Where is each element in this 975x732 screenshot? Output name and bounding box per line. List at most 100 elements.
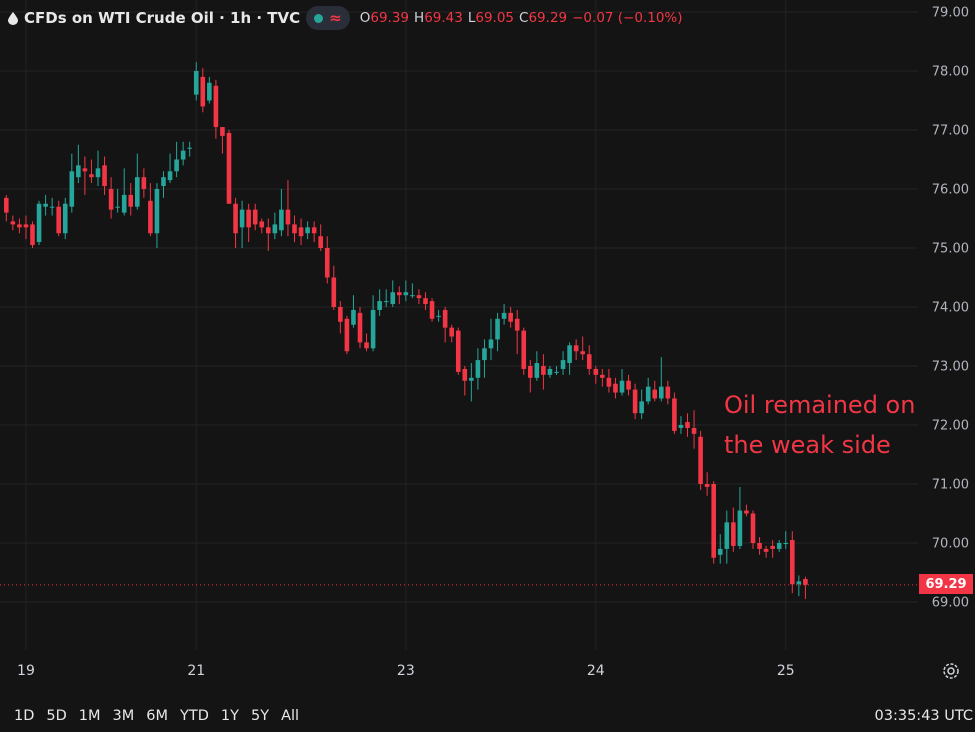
timeframe-1d[interactable]: 1D	[14, 708, 35, 724]
candle	[744, 504, 749, 517]
candle-body	[508, 312, 513, 322]
timeframe-5d[interactable]: 5D	[46, 708, 67, 724]
candle-body	[645, 386, 651, 402]
symbol-title[interactable]: CFDs on WTI Crude Oil · 1h · TVC	[24, 9, 301, 27]
timeframe-1y[interactable]: 1Y	[220, 708, 240, 724]
candle	[10, 215, 16, 231]
candle-body	[174, 159, 179, 172]
candle-body	[279, 209, 284, 231]
candle-body	[783, 543, 789, 544]
price-chart[interactable]: 79.00 78.00 77.00 76.00 75.00 74.00 73.00 72.00…	[0, 0, 975, 700]
candle	[167, 153, 173, 184]
candle-body	[49, 206, 55, 208]
candle-body	[89, 174, 94, 178]
candle	[62, 197, 68, 240]
candle-body	[521, 330, 527, 369]
candle	[619, 368, 625, 396]
candle	[30, 221, 35, 248]
candle-body	[659, 386, 664, 399]
candle-body	[252, 209, 258, 225]
clock[interactable]: 03:35:43 UTC	[874, 708, 973, 724]
candle	[455, 327, 461, 375]
candle-body	[338, 307, 343, 322]
candle-body	[180, 150, 186, 160]
candle	[351, 295, 356, 328]
candle-body	[213, 85, 219, 128]
candle	[731, 507, 736, 552]
candle	[187, 141, 192, 157]
timeframe-ytd[interactable]: YTD	[180, 708, 209, 724]
timeframe-1m[interactable]: 1M	[78, 708, 101, 724]
candle	[632, 383, 638, 420]
gear-icon[interactable]	[941, 661, 961, 681]
candle-body	[30, 224, 35, 246]
candle-body	[351, 309, 356, 325]
candle-body	[488, 339, 494, 349]
candle-body	[744, 510, 749, 514]
candle-body	[665, 386, 671, 399]
candle-body	[436, 315, 441, 317]
candle-body	[148, 200, 153, 234]
candle-body	[259, 221, 265, 228]
candle	[324, 236, 330, 284]
candle-body	[161, 177, 166, 187]
y-tick-label: 77.00	[932, 124, 969, 139]
timeframe-all[interactable]: All	[281, 708, 300, 724]
ohlc-values: O69.39 H69.43 L69.05 C69.29 −0.07 (−0.10…	[359, 10, 683, 26]
candle	[357, 307, 363, 349]
candle-body	[691, 427, 697, 434]
candle-body	[613, 383, 618, 393]
candle	[442, 307, 448, 343]
candle	[279, 189, 284, 237]
candle	[292, 215, 297, 243]
candle-body	[324, 248, 330, 278]
candle	[82, 156, 88, 195]
candle-body	[449, 327, 454, 337]
candle-body	[364, 342, 369, 349]
candle-body	[377, 301, 382, 310]
candle-body	[56, 206, 61, 234]
candle-body	[776, 543, 782, 549]
candle	[298, 218, 304, 246]
candle-body	[442, 309, 448, 328]
candle	[606, 368, 612, 393]
candle	[115, 189, 120, 213]
candle-body	[246, 209, 251, 228]
candle-body	[475, 360, 481, 378]
candle-body	[135, 177, 140, 207]
candle	[717, 534, 723, 564]
price-change: −0.07 (−0.10%)	[572, 10, 683, 26]
candle	[108, 177, 114, 219]
candle	[403, 280, 409, 302]
candle-body	[711, 484, 716, 558]
timeframe-5y[interactable]: 5Y	[251, 708, 270, 724]
candle	[246, 203, 251, 243]
candle-body	[724, 522, 730, 549]
candle	[469, 363, 474, 402]
candle-body	[357, 312, 363, 343]
candle-body	[567, 345, 572, 364]
candle	[305, 221, 310, 240]
status-pill[interactable]: ≈	[306, 6, 350, 30]
timeframe-3m[interactable]: 3M	[112, 708, 135, 724]
candle-body	[678, 425, 684, 428]
candle-body	[397, 292, 402, 296]
candle-body	[803, 578, 808, 585]
candle-body	[305, 227, 310, 234]
candle-body	[200, 76, 206, 107]
price-axis: 79.00 78.00 77.00 76.00 75.00 74.00 73.00 72.00…	[932, 6, 969, 611]
candle	[737, 486, 743, 549]
candle-body	[95, 168, 101, 178]
candle	[757, 537, 762, 555]
y-tick-label: 78.00	[932, 65, 969, 80]
candle	[102, 156, 107, 195]
candle-body	[311, 227, 317, 234]
candle	[711, 481, 716, 564]
time-axis: 19 21 23 24 25	[17, 663, 795, 679]
candle	[180, 141, 186, 166]
x-tick-label: 23	[397, 663, 415, 679]
candle	[266, 218, 271, 251]
candle-body	[128, 194, 134, 207]
timeframe-6m[interactable]: 6M	[146, 708, 169, 724]
candle	[383, 289, 389, 307]
